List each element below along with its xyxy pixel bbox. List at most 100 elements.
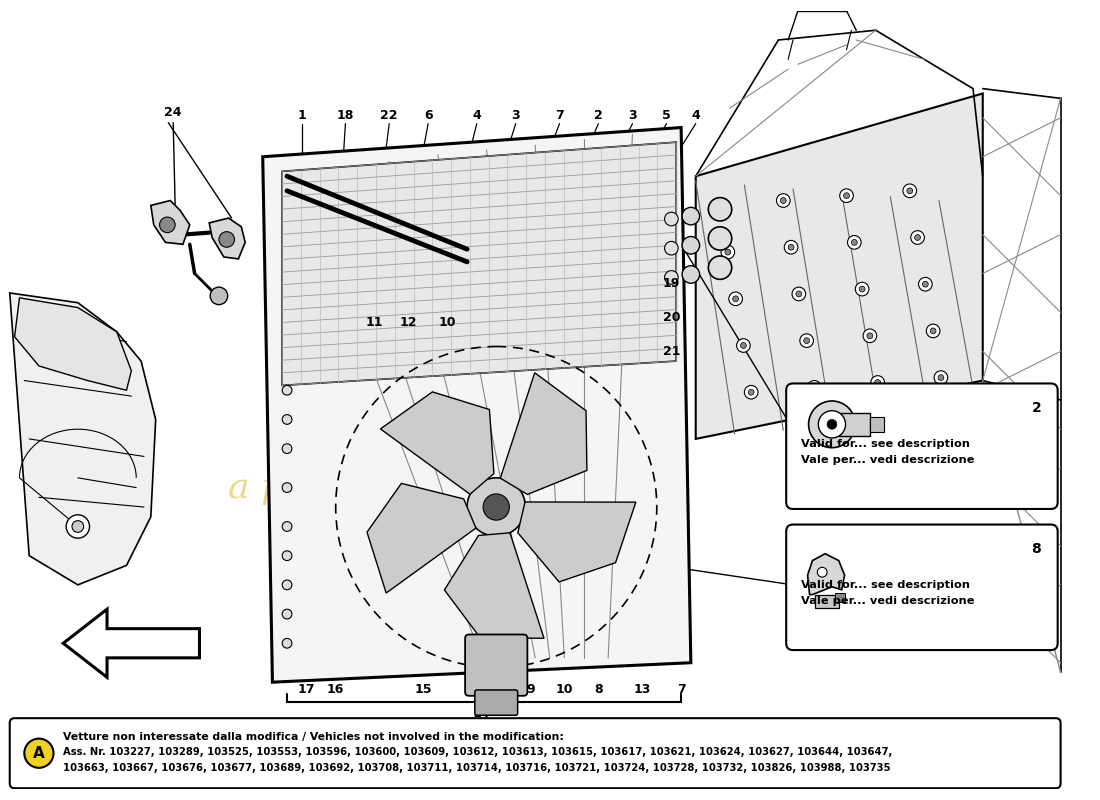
Circle shape (24, 738, 54, 768)
Circle shape (717, 202, 723, 208)
Text: 7: 7 (556, 110, 564, 122)
Circle shape (859, 286, 865, 292)
Text: 3: 3 (628, 110, 637, 122)
Bar (815, 594, 838, 608)
Circle shape (856, 282, 869, 296)
Text: 16: 16 (327, 683, 344, 697)
Circle shape (664, 212, 679, 226)
Circle shape (923, 282, 928, 287)
Text: 17: 17 (298, 683, 316, 697)
Text: 4: 4 (691, 110, 700, 122)
Text: 21: 21 (662, 345, 680, 358)
Text: 20: 20 (662, 310, 680, 324)
Circle shape (66, 515, 89, 538)
Circle shape (283, 444, 292, 454)
Text: Vale per... vedi descrizione: Vale per... vedi descrizione (801, 597, 975, 606)
Circle shape (745, 386, 758, 399)
Circle shape (777, 194, 790, 207)
Circle shape (708, 198, 732, 221)
Circle shape (664, 270, 679, 284)
Polygon shape (151, 201, 189, 244)
Bar (835, 593, 845, 602)
Circle shape (283, 522, 292, 531)
Circle shape (812, 385, 817, 390)
Circle shape (664, 242, 679, 255)
FancyBboxPatch shape (465, 634, 527, 696)
Text: Vale per... vedi descrizione: Vale per... vedi descrizione (801, 455, 975, 466)
Text: 24: 24 (164, 106, 182, 119)
Text: Vetture non interessate dalla modifica / Vehicles not involved in the modificati: Vetture non interessate dalla modifica /… (63, 732, 564, 742)
Polygon shape (695, 94, 982, 439)
Circle shape (918, 278, 932, 291)
Circle shape (283, 638, 292, 648)
Polygon shape (518, 502, 636, 582)
Text: 103663, 103667, 103676, 103677, 103689, 103692, 103708, 103711, 103714, 103716, : 103663, 103667, 103676, 103677, 103689, … (63, 763, 891, 773)
Circle shape (903, 184, 916, 198)
Text: 10: 10 (556, 683, 573, 697)
Circle shape (851, 239, 857, 246)
Text: 6: 6 (424, 110, 432, 122)
FancyBboxPatch shape (10, 718, 1060, 788)
Circle shape (720, 246, 735, 259)
Text: 5: 5 (662, 110, 671, 122)
FancyBboxPatch shape (786, 525, 1058, 650)
Circle shape (788, 244, 794, 250)
Circle shape (483, 494, 509, 520)
Circle shape (283, 482, 292, 493)
Circle shape (725, 249, 730, 255)
Circle shape (807, 381, 822, 394)
Circle shape (283, 609, 292, 619)
Circle shape (160, 217, 175, 233)
Circle shape (72, 521, 84, 532)
Polygon shape (263, 127, 691, 682)
Circle shape (792, 287, 805, 301)
Text: 8: 8 (1032, 542, 1041, 556)
Text: 2: 2 (1032, 401, 1041, 414)
FancyBboxPatch shape (786, 383, 1058, 509)
Circle shape (682, 237, 700, 254)
Text: 8: 8 (594, 683, 603, 697)
Circle shape (864, 329, 877, 342)
Circle shape (906, 188, 913, 194)
Circle shape (874, 379, 881, 386)
Circle shape (219, 232, 234, 247)
Circle shape (283, 386, 292, 395)
Text: 3: 3 (512, 110, 520, 122)
Circle shape (729, 292, 743, 306)
Text: a passion since 1947: a passion since 1947 (228, 470, 609, 505)
Circle shape (733, 296, 738, 302)
Circle shape (931, 328, 936, 334)
Circle shape (283, 551, 292, 561)
Circle shape (914, 234, 921, 241)
Circle shape (737, 338, 750, 352)
Text: 10: 10 (439, 316, 456, 329)
Circle shape (847, 235, 861, 249)
Circle shape (934, 371, 948, 385)
Text: Ass. Nr. 103227, 103289, 103525, 103553, 103596, 103600, 103609, 103612, 103613,: Ass. Nr. 103227, 103289, 103525, 103553,… (63, 747, 892, 758)
Circle shape (817, 567, 827, 577)
Circle shape (808, 401, 856, 448)
Polygon shape (14, 298, 131, 390)
Polygon shape (367, 483, 476, 593)
Circle shape (780, 198, 786, 203)
Text: 12: 12 (400, 316, 417, 329)
Text: 1: 1 (297, 110, 306, 122)
Polygon shape (10, 293, 156, 585)
Text: Valid for... see description: Valid for... see description (801, 580, 970, 590)
Polygon shape (807, 554, 845, 594)
Text: Valid for... see description: Valid for... see description (801, 438, 970, 449)
Text: 23: 23 (477, 683, 495, 697)
Circle shape (713, 198, 727, 212)
Text: 22: 22 (381, 110, 398, 122)
Polygon shape (444, 533, 544, 638)
Circle shape (871, 376, 884, 390)
Text: 18: 18 (337, 110, 354, 122)
Circle shape (926, 324, 939, 338)
Polygon shape (283, 142, 676, 386)
Circle shape (708, 227, 732, 250)
Circle shape (800, 334, 813, 347)
Circle shape (818, 410, 846, 438)
Text: A: A (33, 746, 45, 761)
Circle shape (283, 414, 292, 424)
Circle shape (844, 193, 849, 198)
